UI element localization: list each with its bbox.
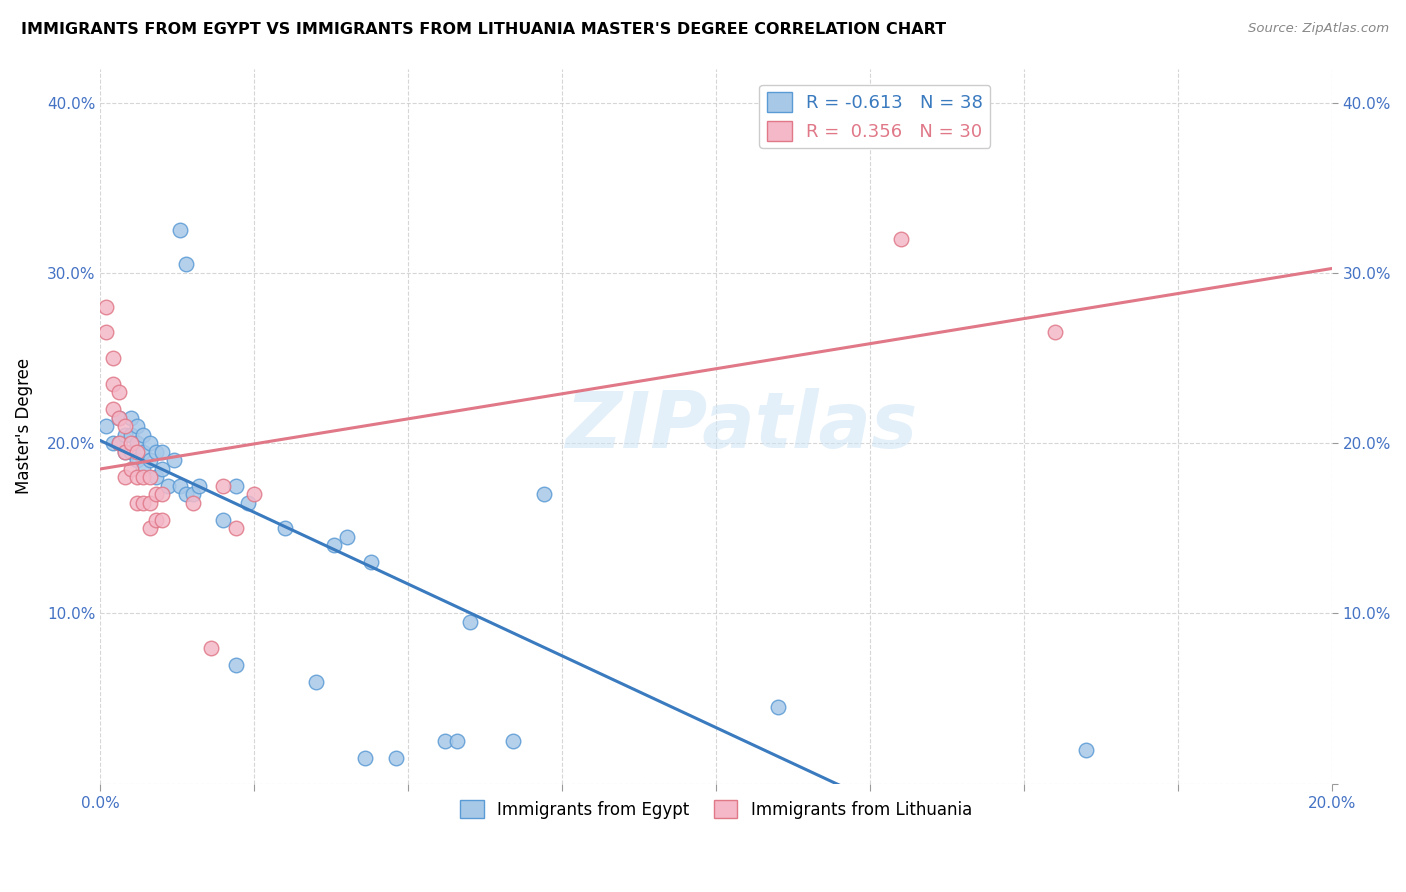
Point: [114, 444, 136, 458]
Point: [1074, 742, 1097, 756]
Point: [150, 487, 173, 501]
Point: [150, 444, 173, 458]
Point: [114, 419, 136, 434]
Point: [132, 461, 155, 475]
Point: [163, 453, 186, 467]
Text: IMMIGRANTS FROM EGYPT VS IMMIGRANTS FROM LITHUANIA MASTER'S DEGREE CORRELATION C: IMMIGRANTS FROM EGYPT VS IMMIGRANTS FROM…: [21, 22, 946, 37]
Point: [138, 496, 160, 510]
Point: [127, 470, 149, 484]
Point: [101, 402, 124, 417]
Point: [354, 751, 377, 765]
Point: [127, 419, 149, 434]
Point: [96, 300, 118, 314]
Point: [502, 734, 524, 748]
Point: [96, 326, 118, 340]
Point: [132, 470, 155, 484]
Point: [138, 470, 160, 484]
Point: [127, 453, 149, 467]
Point: [169, 479, 191, 493]
Point: [114, 444, 136, 458]
Point: [96, 419, 118, 434]
Point: [169, 223, 191, 237]
Point: [101, 436, 124, 450]
Point: [127, 496, 149, 510]
Point: [212, 513, 235, 527]
Point: [336, 530, 359, 544]
Point: [156, 479, 179, 493]
Point: [225, 479, 247, 493]
Point: [1043, 326, 1066, 340]
Point: [323, 538, 346, 552]
Point: [225, 657, 247, 672]
Point: [101, 376, 124, 391]
Point: [458, 615, 481, 629]
Point: [107, 410, 129, 425]
Text: ZIPatlas: ZIPatlas: [565, 388, 917, 464]
Point: [446, 734, 468, 748]
Point: [132, 444, 155, 458]
Point: [132, 427, 155, 442]
Point: [533, 487, 555, 501]
Point: [114, 470, 136, 484]
Point: [120, 461, 142, 475]
Text: Source: ZipAtlas.com: Source: ZipAtlas.com: [1249, 22, 1389, 36]
Point: [274, 521, 297, 535]
Point: [145, 513, 167, 527]
Point: [434, 734, 457, 748]
Point: [212, 479, 235, 493]
Point: [127, 444, 149, 458]
Point: [107, 436, 129, 450]
Point: [305, 674, 328, 689]
Point: [181, 487, 204, 501]
Point: [890, 232, 912, 246]
Point: [107, 410, 129, 425]
Point: [120, 410, 142, 425]
Point: [181, 496, 204, 510]
Point: [114, 427, 136, 442]
Point: [138, 453, 160, 467]
Point: [200, 640, 222, 655]
Point: [120, 436, 142, 450]
Legend: Immigrants from Egypt, Immigrants from Lithuania: Immigrants from Egypt, Immigrants from L…: [454, 794, 979, 825]
Point: [120, 444, 142, 458]
Point: [385, 751, 408, 765]
Point: [138, 436, 160, 450]
Point: [120, 427, 142, 442]
Point: [145, 444, 167, 458]
Point: [225, 521, 247, 535]
Point: [766, 700, 789, 714]
Point: [176, 487, 198, 501]
Point: [107, 436, 129, 450]
Point: [132, 496, 155, 510]
Point: [176, 257, 198, 271]
Point: [107, 385, 129, 400]
Point: [101, 351, 124, 365]
Point: [145, 487, 167, 501]
Point: [360, 555, 382, 569]
Point: [236, 496, 259, 510]
Point: [150, 461, 173, 475]
Y-axis label: Master's Degree: Master's Degree: [15, 358, 32, 494]
Point: [138, 521, 160, 535]
Point: [127, 436, 149, 450]
Point: [145, 470, 167, 484]
Point: [150, 513, 173, 527]
Point: [187, 479, 209, 493]
Point: [243, 487, 266, 501]
